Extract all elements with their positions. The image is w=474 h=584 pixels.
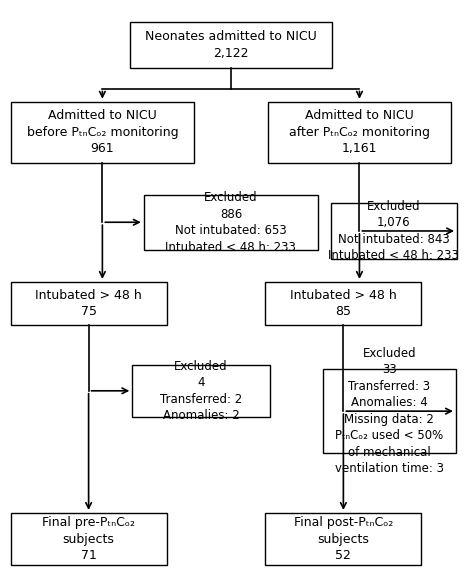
Text: Excluded
886
Not intubated: 653
Intubated < 48 h: 233: Excluded 886 Not intubated: 653 Intubate… bbox=[165, 191, 296, 253]
FancyBboxPatch shape bbox=[144, 194, 318, 250]
FancyBboxPatch shape bbox=[268, 102, 451, 163]
FancyBboxPatch shape bbox=[331, 203, 457, 259]
Text: Excluded
33
Transferred: 3
Anomalies: 4
Missing data: 2
PₜₙCₒ₂ used < 50%
of mec: Excluded 33 Transferred: 3 Anomalies: 4 … bbox=[335, 347, 444, 475]
FancyBboxPatch shape bbox=[10, 513, 167, 565]
Text: Excluded
1,076
Not intubated: 843
Intubated < 48 h: 233: Excluded 1,076 Not intubated: 843 Intuba… bbox=[328, 200, 459, 262]
FancyBboxPatch shape bbox=[10, 102, 194, 163]
Text: Final post-PₜₙCₒ₂
subjects
52: Final post-PₜₙCₒ₂ subjects 52 bbox=[294, 516, 393, 562]
FancyBboxPatch shape bbox=[10, 282, 167, 325]
FancyBboxPatch shape bbox=[265, 282, 421, 325]
Text: Excluded
4
Transferred: 2
Anomalies: 2: Excluded 4 Transferred: 2 Anomalies: 2 bbox=[160, 360, 242, 422]
Text: Neonates admitted to NICU
2,122: Neonates admitted to NICU 2,122 bbox=[145, 30, 317, 60]
FancyBboxPatch shape bbox=[132, 364, 270, 417]
Text: Admitted to NICU
before PₜₙCₒ₂ monitoring
961: Admitted to NICU before PₜₙCₒ₂ monitorin… bbox=[27, 109, 178, 155]
FancyBboxPatch shape bbox=[265, 513, 421, 565]
Text: Final pre-PₜₙCₒ₂
subjects
71: Final pre-PₜₙCₒ₂ subjects 71 bbox=[42, 516, 135, 562]
Text: Intubated > 48 h
75: Intubated > 48 h 75 bbox=[35, 289, 142, 318]
Text: Admitted to NICU
after PₜₙCₒ₂ monitoring
1,161: Admitted to NICU after PₜₙCₒ₂ monitoring… bbox=[289, 109, 430, 155]
FancyBboxPatch shape bbox=[130, 22, 332, 68]
Text: Intubated > 48 h
85: Intubated > 48 h 85 bbox=[290, 289, 397, 318]
FancyBboxPatch shape bbox=[323, 369, 456, 453]
